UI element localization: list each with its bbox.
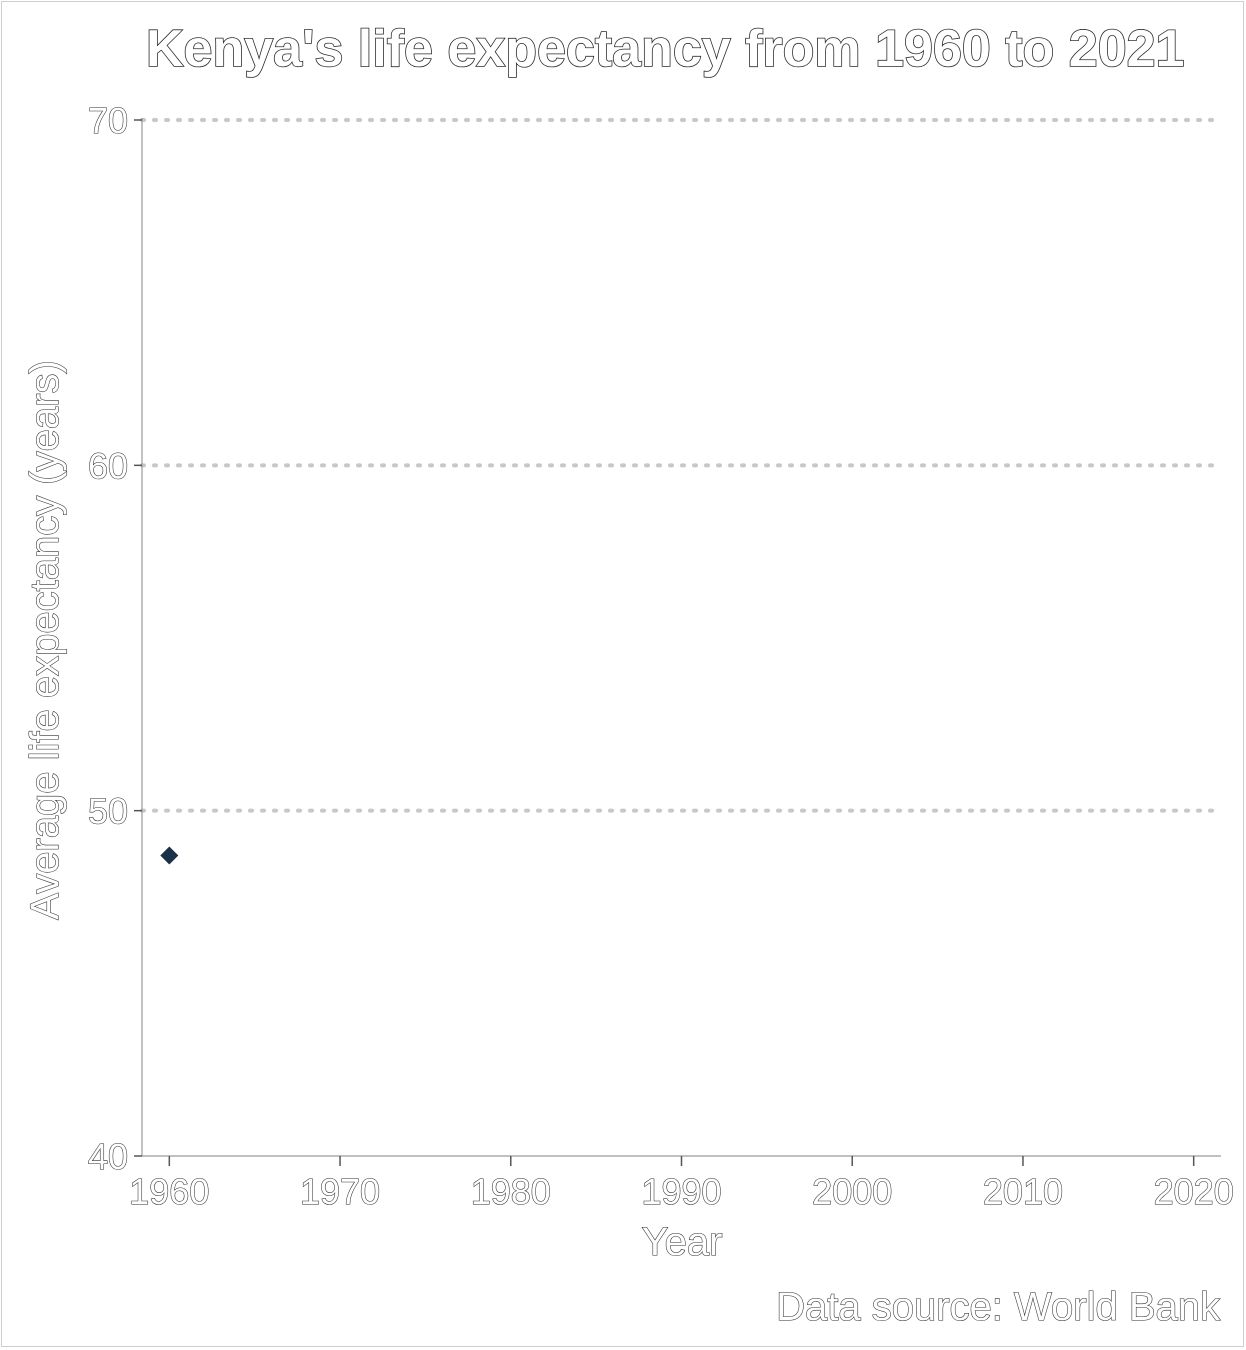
y-tick-label: 70 — [88, 100, 128, 141]
x-tick-label: 1960 — [129, 1171, 209, 1212]
data-points — [160, 846, 179, 865]
x-tick-label: 1970 — [300, 1171, 380, 1212]
x-tick-label: 2020 — [1154, 1171, 1234, 1212]
data-point-1960 — [160, 846, 179, 865]
gridlines — [140, 118, 1223, 813]
x-tick-label: 2010 — [983, 1171, 1063, 1212]
x-axis-label: Year — [642, 1220, 723, 1264]
x-tick-label: 1980 — [471, 1171, 551, 1212]
x-tick-label: 2000 — [812, 1171, 892, 1212]
chart-title: Kenya's life expectancy from 1960 to 202… — [146, 20, 1184, 78]
x-tick-label: 1990 — [641, 1171, 721, 1212]
y-axis-label: Average life expectancy (years) — [23, 360, 67, 920]
y-tick-label: 60 — [88, 445, 128, 486]
y-tick-label: 40 — [88, 1136, 128, 1177]
x-axis-ticks: 1960 1970 1980 1990 2000 2010 2020 — [129, 1156, 1234, 1213]
y-tick-label: 50 — [88, 791, 128, 832]
data-source-caption: Data source: World Bank — [776, 1285, 1221, 1329]
y-axis-ticks: 40 50 60 70 — [87, 99, 142, 1178]
